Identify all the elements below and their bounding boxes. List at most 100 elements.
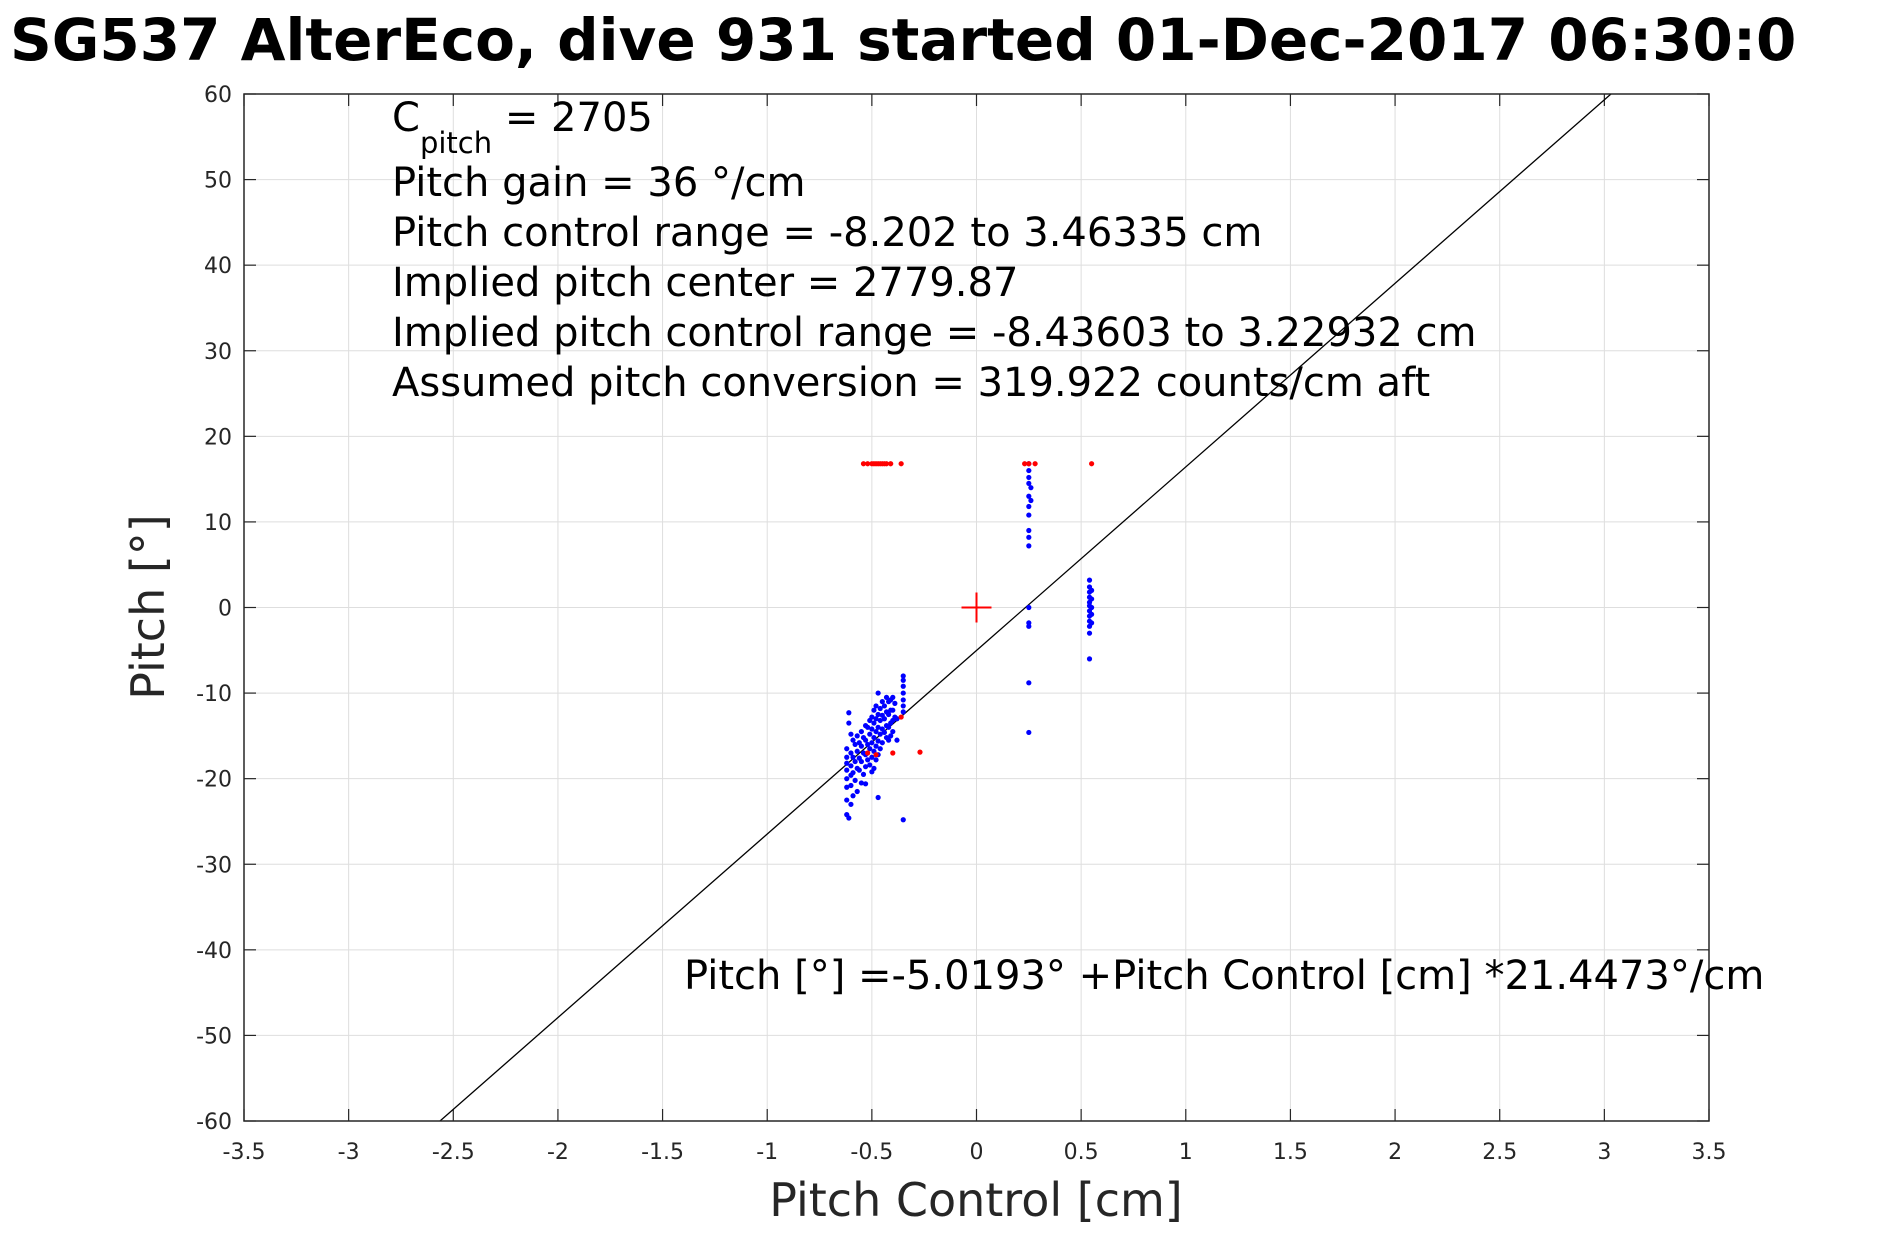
- data-point: [852, 777, 858, 783]
- y-tick-label: 50: [204, 169, 232, 194]
- fit-line: [439, 94, 1612, 1121]
- data-point: [852, 758, 858, 765]
- y-tick-label: -60: [196, 1110, 232, 1135]
- data-point: [1026, 503, 1032, 510]
- data-point: [1026, 534, 1032, 540]
- annotation-block: Cpitch = 2705 Pitch gain = 36 °/cm Pitch…: [392, 95, 1476, 406]
- data-point: [854, 733, 860, 739]
- x-tick-label: 1: [1179, 1140, 1193, 1165]
- data-point: [1026, 680, 1032, 686]
- x-tick-label: -1: [756, 1140, 778, 1165]
- data-point: [865, 741, 871, 748]
- data-point: [892, 700, 898, 706]
- chart-title: SG537 AlterEco, dive 931 started 01-Dec-…: [10, 6, 1796, 74]
- axis-ticks: [243, 93, 1710, 1122]
- data-point: [1026, 467, 1032, 474]
- data-point: [877, 717, 883, 724]
- data-point: [875, 794, 881, 801]
- x-tick-labels: -3.5 -3 -2.5 -2 -1.5 -1 -0.5 0 0.5 1 1.5 2 2.5 3 3.5: [223, 1140, 1727, 1165]
- c-pitch-value: = 2705: [492, 95, 653, 141]
- data-point: [850, 793, 856, 799]
- data-point: [888, 733, 894, 739]
- data-point: [844, 746, 850, 752]
- implied-pitch-center-annotation: Implied pitch center = 2779.87: [392, 260, 1018, 306]
- y-axis-label: Pitch [°]: [121, 514, 175, 700]
- data-point: [890, 694, 896, 700]
- data-point: [871, 734, 877, 741]
- fit-line-group: [439, 94, 1612, 1121]
- y-tick-label: -10: [196, 682, 232, 707]
- data-point: [865, 461, 871, 467]
- data-point: [1089, 596, 1095, 602]
- c-pitch-subscript: pitch: [420, 126, 492, 160]
- data-point: [886, 711, 892, 718]
- data-point: [877, 705, 883, 712]
- data-point: [877, 731, 883, 737]
- data-point: [848, 782, 854, 789]
- data-point: [875, 738, 881, 744]
- x-tick-label: -0.5: [850, 1140, 893, 1165]
- x-tick-label: -2: [547, 1140, 569, 1165]
- data-point: [900, 683, 906, 689]
- data-point: [858, 758, 864, 765]
- y-tick-label: 20: [204, 425, 232, 450]
- data-point: [1086, 577, 1093, 583]
- data-point: [862, 764, 869, 770]
- data-point: [1026, 480, 1032, 487]
- x-tick-label: 1.5: [1273, 1140, 1308, 1165]
- data-point: [852, 741, 858, 748]
- data-point: [894, 737, 900, 743]
- data-point: [871, 765, 877, 771]
- data-point: [873, 743, 879, 749]
- data-point: [873, 728, 879, 735]
- plot-frame: [243, 93, 1710, 1122]
- data-point: [1028, 497, 1034, 504]
- data-point: [881, 716, 888, 722]
- data-point: [888, 461, 894, 467]
- x-tick-label: 3.5: [1692, 1140, 1727, 1165]
- data-point: [1026, 623, 1032, 629]
- data-point: [848, 731, 854, 737]
- x-tick-label: 0.5: [1064, 1140, 1099, 1165]
- y-tick-label: -50: [196, 1024, 232, 1049]
- data-point: [854, 748, 860, 754]
- pitch-control-range-annotation: Pitch control range = -8.202 to 3.46335 …: [392, 210, 1262, 256]
- y-tick-label: 30: [204, 340, 232, 365]
- x-tick-label: 2: [1388, 1140, 1402, 1165]
- data-point: [1086, 656, 1093, 662]
- data-point: [1026, 512, 1032, 518]
- data-point: [858, 728, 864, 735]
- data-point: [1026, 729, 1032, 736]
- data-point: [1089, 620, 1095, 626]
- data-point: [900, 690, 906, 696]
- data-point: [844, 776, 850, 782]
- data-point: [890, 750, 896, 756]
- x-tick-label: -3.5: [223, 1140, 266, 1165]
- data-point: [1026, 493, 1032, 499]
- data-point: [848, 801, 854, 807]
- data-point: [873, 752, 879, 758]
- data-point: [875, 724, 881, 730]
- data-point: [900, 677, 906, 683]
- data-point: [900, 709, 906, 715]
- data-point: [1026, 543, 1032, 549]
- data-point: [871, 720, 877, 726]
- assumed-pitch-conversion-annotation: Assumed pitch conversion = 319.922 count…: [392, 360, 1430, 406]
- data-point: [850, 770, 856, 776]
- data-point: [865, 750, 871, 756]
- data-point: [869, 726, 875, 732]
- data-point: [873, 716, 879, 722]
- x-tick-label: 2.5: [1482, 1140, 1517, 1165]
- data-point: [1022, 461, 1028, 467]
- y-tick-label: -40: [196, 939, 232, 964]
- data-point: [890, 728, 896, 735]
- data-point: [865, 724, 871, 730]
- data-point: [917, 749, 923, 755]
- data-point: [1089, 587, 1095, 593]
- data-point: [856, 767, 862, 773]
- data-point: [844, 760, 850, 766]
- data-point: [1032, 461, 1038, 467]
- fit-equation-annotation: Pitch [°] =-5.0193° +Pitch Control [cm] …: [684, 953, 1764, 999]
- y-tick-label: -30: [196, 853, 232, 878]
- data-point: [846, 710, 852, 716]
